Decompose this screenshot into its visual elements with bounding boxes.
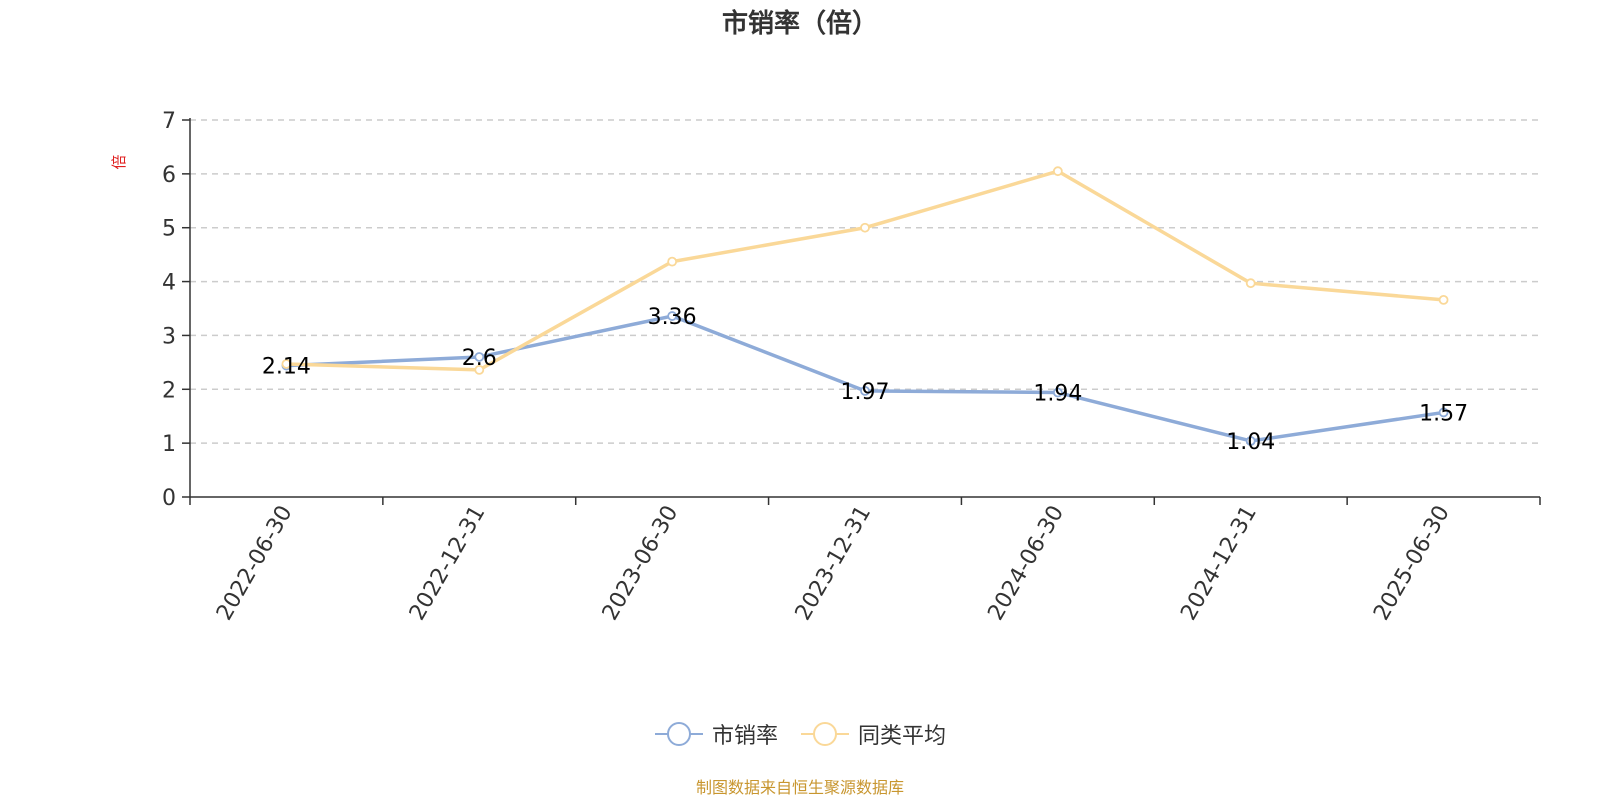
y-tick-label: 3	[162, 324, 176, 349]
data-label: 2.6	[462, 346, 497, 371]
data-label: 1.57	[1419, 401, 1468, 426]
data-point	[474, 352, 485, 362]
chart-title: 市销率（倍）	[721, 9, 878, 39]
data-label: 3.36	[648, 305, 697, 330]
data-label: 1.04	[1226, 430, 1275, 455]
series-line-1	[286, 169, 1444, 372]
x-tick-label: 2023-12-31	[791, 502, 877, 625]
grid-lines	[182, 119, 1541, 505]
data-point	[860, 222, 870, 233]
y-tick-label: 1	[162, 432, 176, 457]
legend-item-series-0[interactable]: 市销率	[654, 718, 778, 750]
legend-label: 市销率	[711, 724, 778, 749]
data-point	[1245, 278, 1256, 289]
legend-line-circle-icon	[801, 722, 849, 746]
y-tick-label: 4	[162, 271, 176, 296]
data-point	[860, 386, 870, 396]
axes: 倍	[110, 118, 1540, 498]
x-tick-label: 2025-06-30	[1369, 502, 1455, 625]
data-point	[281, 359, 292, 369]
data-point	[667, 311, 678, 321]
legend-item-series-1[interactable]: 同类平均	[800, 718, 946, 750]
data-point	[1052, 387, 1063, 398]
x-tick-label: 2024-06-30	[983, 502, 1069, 625]
y-tick-label: 5	[162, 217, 176, 242]
y-axis-label: 倍	[110, 154, 128, 169]
series-lines	[281, 166, 1449, 446]
x-tick-labels: 2022-06-30 2022-12-31 2023-06-30 2023-12-31…	[212, 502, 1455, 625]
x-tick-label: 2023-06-30	[598, 502, 684, 625]
data-label: 1.97	[841, 380, 890, 405]
y-tick-label: 2	[162, 378, 176, 403]
legend-label: 同类平均	[858, 724, 947, 749]
source-note: 制图数据来自恒生聚源数据库	[695, 778, 904, 797]
y-tick-label: 7	[162, 109, 176, 134]
legend: 市销率 同类平均	[0, 716, 1600, 752]
data-point	[1052, 166, 1063, 177]
x-tick-label: 2022-06-30	[212, 502, 298, 625]
data-point	[1245, 436, 1256, 446]
legend-line-circle-icon	[654, 722, 703, 746]
data-labels: 2.14 2.6 3.36 1.97 1.94 1.04 1.57	[262, 305, 1468, 455]
data-label: 2.14	[262, 355, 311, 380]
x-tick-label: 2024-12-31	[1176, 502, 1262, 625]
data-point	[667, 256, 678, 267]
x-tick-label: 2022-12-31	[405, 502, 491, 625]
y-tick-label: 6	[162, 163, 176, 188]
y-tick-labels: 0 1 2 3 4 5 6 7	[162, 109, 176, 511]
data-point	[1438, 294, 1449, 305]
data-label: 1.94	[1033, 382, 1082, 407]
data-point	[1438, 407, 1449, 418]
data-point	[474, 364, 485, 375]
y-tick-label: 0	[162, 486, 176, 511]
